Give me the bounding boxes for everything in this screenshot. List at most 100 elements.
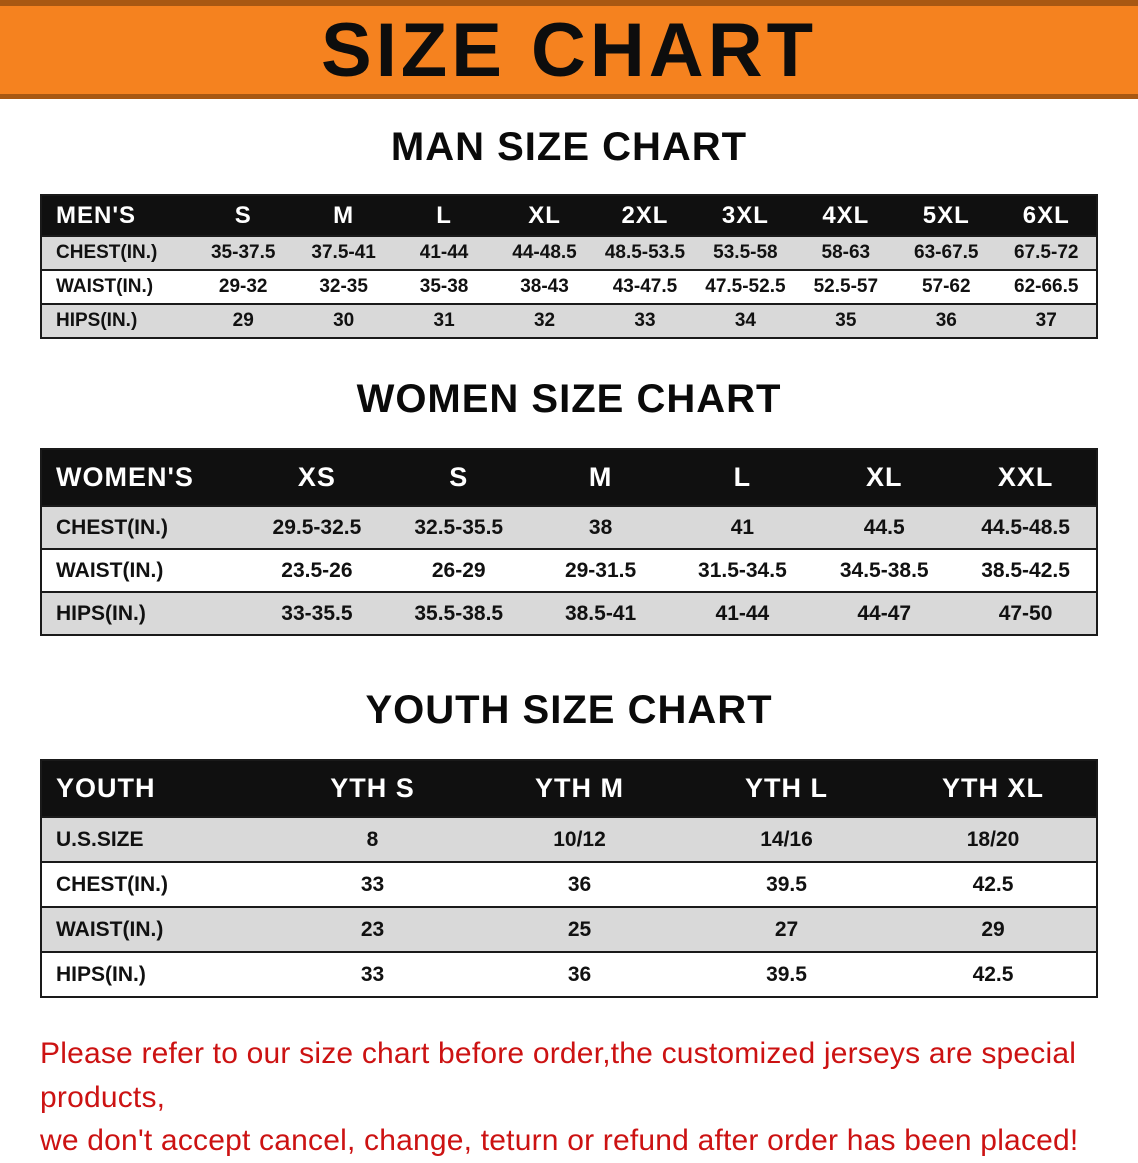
size-column-header: M [293,194,394,237]
measurement-cell: 62-66.5 [996,269,1097,305]
measurement-row-label: CHEST(IN.) [41,505,246,550]
youth-size-table: YOUTH YTH S YTH M YTH L YTH XL U.S.SIZE 8 10/12… [40,759,1098,998]
measurement-row-label: WAIST(IN.) [41,269,193,305]
measurement-cell: 33 [269,951,476,998]
measurement-cell: 42.5 [890,951,1097,998]
measurement-cell: 35-38 [393,269,495,305]
measurement-cell: 35.5-38.5 [387,591,530,636]
size-column-header: 6XL [996,194,1097,237]
table-header-row: WOMEN'S XS S M L XL XXL [41,448,1097,507]
measurement-row: WAIST(IN.) 23 25 27 29 [41,906,1097,953]
measurement-row: HIPS(IN.) 33 36 39.5 42.5 [41,951,1097,998]
measurement-row: U.S.SIZE 8 10/12 14/16 18/20 [41,816,1097,863]
measurement-cell: 44.5-48.5 [955,505,1097,550]
measurement-cell: 47.5-52.5 [695,269,796,305]
measurement-row: HIPS(IN.) 33-35.5 35.5-38.5 38.5-41 41-44 44-… [41,591,1097,636]
size-column-header: XL [494,194,595,237]
measurement-row-label: HIPS(IN.) [41,591,246,636]
measurement-row-label: WAIST(IN.) [41,548,246,593]
measurement-cell: 25 [476,906,683,953]
measurement-cell: 35-37.5 [193,235,294,271]
size-chart-banner: SIZE CHART [0,0,1138,99]
measurement-cell: 33 [269,861,476,908]
measurement-cell: 37 [996,303,1097,339]
measurement-cell: 52.5-57 [795,269,897,305]
measurement-cell: 42.5 [890,861,1097,908]
banner-title: SIZE CHART [321,7,817,93]
size-column-header: S [387,448,530,507]
measurement-cell: 38.5-41 [529,591,672,636]
table-header-row: YOUTH YTH S YTH M YTH L YTH XL [41,759,1097,818]
size-column-header: XS [246,448,388,507]
measurement-cell: 38-43 [494,269,595,305]
table-title-cell: WOMEN'S [41,448,246,507]
men-section-title: MAN SIZE CHART [390,125,748,169]
measurement-cell: 58-63 [795,235,897,271]
size-column-header: YTH S [269,759,476,818]
men-size-table: MEN'S S M L XL 2XL 3XL 4XL 5XL 6XL CHEST(IN.) 35-37… [40,194,1098,339]
measurement-cell: 41-44 [393,235,495,271]
size-column-header: 3XL [695,194,796,237]
measurement-cell: 35 [795,303,897,339]
measurement-cell: 18/20 [890,816,1097,863]
women-size-table: WOMEN'S XS S M L XL XXL CHEST(IN.) 29.5-32.5 32.5… [40,448,1098,636]
measurement-cell: 29 [193,303,294,339]
measurement-cell: 44-47 [813,591,956,636]
women-section-title: WOMEN SIZE CHART [356,377,782,421]
measurement-cell: 32 [494,303,595,339]
size-column-header: XL [813,448,956,507]
measurement-cell: 33-35.5 [246,591,388,636]
size-column-header: YTH L [683,759,890,818]
size-column-header: L [671,448,814,507]
measurement-cell: 14/16 [683,816,890,863]
measurement-cell: 44.5 [813,505,956,550]
table-title-cell: MEN'S [41,194,193,237]
size-column-header: M [529,448,672,507]
measurement-cell: 37.5-41 [293,235,394,271]
measurement-cell: 10/12 [476,816,683,863]
disclaimer-note: Please refer to our size chart before or… [40,1032,1100,1163]
size-column-header: 2XL [594,194,696,237]
measurement-cell: 39.5 [683,861,890,908]
size-column-header: L [393,194,495,237]
measurement-cell: 8 [269,816,476,863]
measurement-row-label: CHEST(IN.) [41,235,193,271]
measurement-cell: 36 [476,951,683,998]
measurement-cell: 67.5-72 [996,235,1097,271]
measurement-cell: 29-31.5 [529,548,672,593]
measurement-cell: 44-48.5 [494,235,595,271]
measurement-row: CHEST(IN.) 29.5-32.5 32.5-35.5 38 41 44.5 44.5… [41,505,1097,550]
measurement-cell: 34 [695,303,796,339]
size-column-header: S [193,194,294,237]
size-column-header: 5XL [896,194,997,237]
measurement-cell: 32.5-35.5 [387,505,530,550]
size-column-header: XXL [955,448,1097,507]
measurement-cell: 48.5-53.5 [594,235,696,271]
table-title-cell: YOUTH [41,759,269,818]
measurement-row-label: WAIST(IN.) [41,906,269,953]
measurement-cell: 31 [393,303,495,339]
measurement-cell: 27 [683,906,890,953]
measurement-cell: 23.5-26 [246,548,388,593]
measurement-cell: 39.5 [683,951,890,998]
measurement-cell: 38 [529,505,672,550]
size-column-header: YTH XL [890,759,1097,818]
measurement-cell: 30 [293,303,394,339]
measurement-cell: 36 [476,861,683,908]
disclaimer-line-1: Please refer to our size chart before or… [40,1037,1077,1114]
measurement-row: WAIST(IN.) 29-32 32-35 35-38 38-43 43-47.5 47.… [41,269,1097,305]
measurement-cell: 23 [269,906,476,953]
measurement-cell: 38.5-42.5 [955,548,1097,593]
measurement-cell: 31.5-34.5 [671,548,814,593]
measurement-cell: 41-44 [671,591,814,636]
measurement-cell: 63-67.5 [896,235,997,271]
measurement-cell: 34.5-38.5 [813,548,956,593]
table-header-row: MEN'S S M L XL 2XL 3XL 4XL 5XL 6XL [41,194,1097,237]
measurement-cell: 57-62 [896,269,997,305]
size-column-header: 4XL [795,194,897,237]
measurement-cell: 41 [671,505,814,550]
measurement-row: WAIST(IN.) 23.5-26 26-29 29-31.5 31.5-34.5 34… [41,548,1097,593]
measurement-cell: 36 [896,303,997,339]
measurement-cell: 26-29 [387,548,530,593]
measurement-cell: 29-32 [193,269,294,305]
